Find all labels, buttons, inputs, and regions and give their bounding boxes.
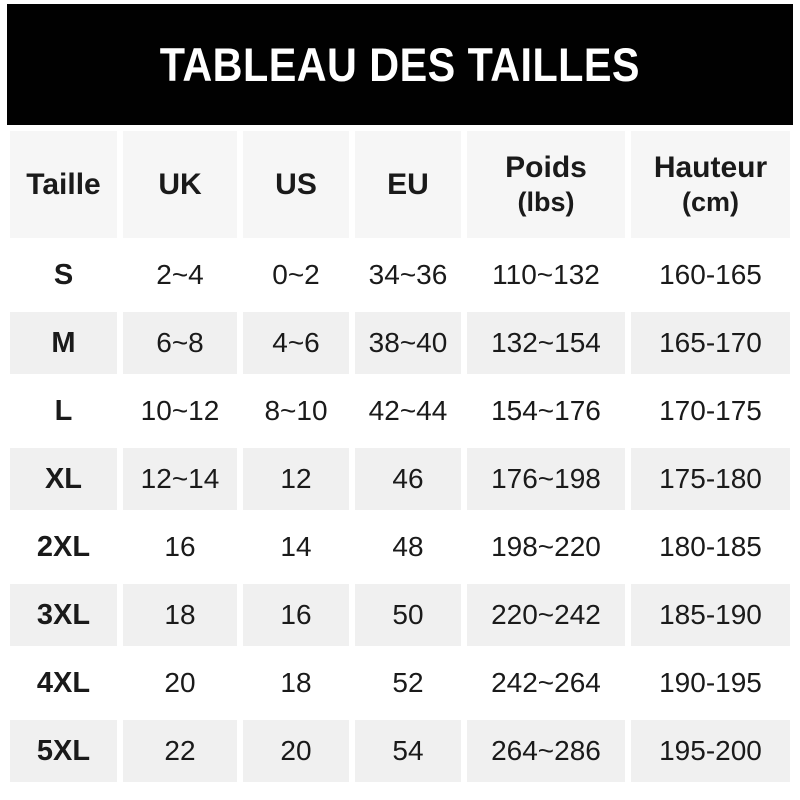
uk-value: 2~4 xyxy=(123,244,237,306)
eu-value: 38~40 xyxy=(355,312,461,374)
eu-value: 46 xyxy=(355,448,461,510)
uk-value: 12~14 xyxy=(123,448,237,510)
size-label: 5XL xyxy=(10,720,117,782)
hauteur-value: 185-190 xyxy=(631,584,790,646)
size-label: 4XL xyxy=(10,652,117,714)
uk-value: 18 xyxy=(123,584,237,646)
size-table: Taille UK US EU Poids (lbs) Hauteur (cm)… xyxy=(10,131,790,782)
size-label: XL xyxy=(10,448,117,510)
uk-value: 20 xyxy=(123,652,237,714)
uk-value: 6~8 xyxy=(123,312,237,374)
hauteur-value: 160-165 xyxy=(631,244,790,306)
us-value: 0~2 xyxy=(243,244,349,306)
header-label: UK xyxy=(158,167,202,201)
poids-value: 154~176 xyxy=(467,380,625,442)
eu-value: 34~36 xyxy=(355,244,461,306)
size-label: M xyxy=(10,312,117,374)
eu-value: 48 xyxy=(355,516,461,578)
size-label: 3XL xyxy=(10,584,117,646)
header-cell-poids: Poids (lbs) xyxy=(467,131,625,238)
hauteur-value: 190-195 xyxy=(631,652,790,714)
poids-value: 242~264 xyxy=(467,652,625,714)
size-label: 2XL xyxy=(10,516,117,578)
eu-value: 52 xyxy=(355,652,461,714)
us-value: 8~10 xyxy=(243,380,349,442)
header-unit: (lbs) xyxy=(517,187,575,218)
eu-value: 42~44 xyxy=(355,380,461,442)
poids-value: 132~154 xyxy=(467,312,625,374)
us-value: 20 xyxy=(243,720,349,782)
eu-value: 54 xyxy=(355,720,461,782)
us-value: 18 xyxy=(243,652,349,714)
page-title: TABLEAU DES TAILLES xyxy=(159,38,641,91)
us-value: 16 xyxy=(243,584,349,646)
uk-value: 10~12 xyxy=(123,380,237,442)
header-cell-taille: Taille xyxy=(10,131,117,238)
size-label: L xyxy=(10,380,117,442)
title-banner: TABLEAU DES TAILLES xyxy=(7,4,793,125)
header-label: Poids xyxy=(505,150,587,184)
hauteur-value: 180-185 xyxy=(631,516,790,578)
header-unit: (cm) xyxy=(681,187,739,218)
hauteur-value: 195-200 xyxy=(631,720,790,782)
header-label: EU xyxy=(387,167,429,201)
poids-value: 110~132 xyxy=(467,244,625,306)
poids-value: 176~198 xyxy=(467,448,625,510)
uk-value: 22 xyxy=(123,720,237,782)
poids-value: 198~220 xyxy=(467,516,625,578)
poids-value: 264~286 xyxy=(467,720,625,782)
eu-value: 50 xyxy=(355,584,461,646)
header-label: Hauteur xyxy=(653,150,768,184)
us-value: 14 xyxy=(243,516,349,578)
us-value: 12 xyxy=(243,448,349,510)
header-cell-eu: EU xyxy=(355,131,461,238)
poids-value: 220~242 xyxy=(467,584,625,646)
header-cell-us: US xyxy=(243,131,349,238)
us-value: 4~6 xyxy=(243,312,349,374)
size-label: S xyxy=(10,244,117,306)
hauteur-value: 165-170 xyxy=(631,312,790,374)
hauteur-value: 175-180 xyxy=(631,448,790,510)
uk-value: 16 xyxy=(123,516,237,578)
header-label: Taille xyxy=(26,167,101,201)
hauteur-value: 170-175 xyxy=(631,380,790,442)
header-cell-uk: UK xyxy=(123,131,237,238)
header-cell-hauteur: Hauteur (cm) xyxy=(631,131,790,238)
header-label: US xyxy=(275,167,317,201)
